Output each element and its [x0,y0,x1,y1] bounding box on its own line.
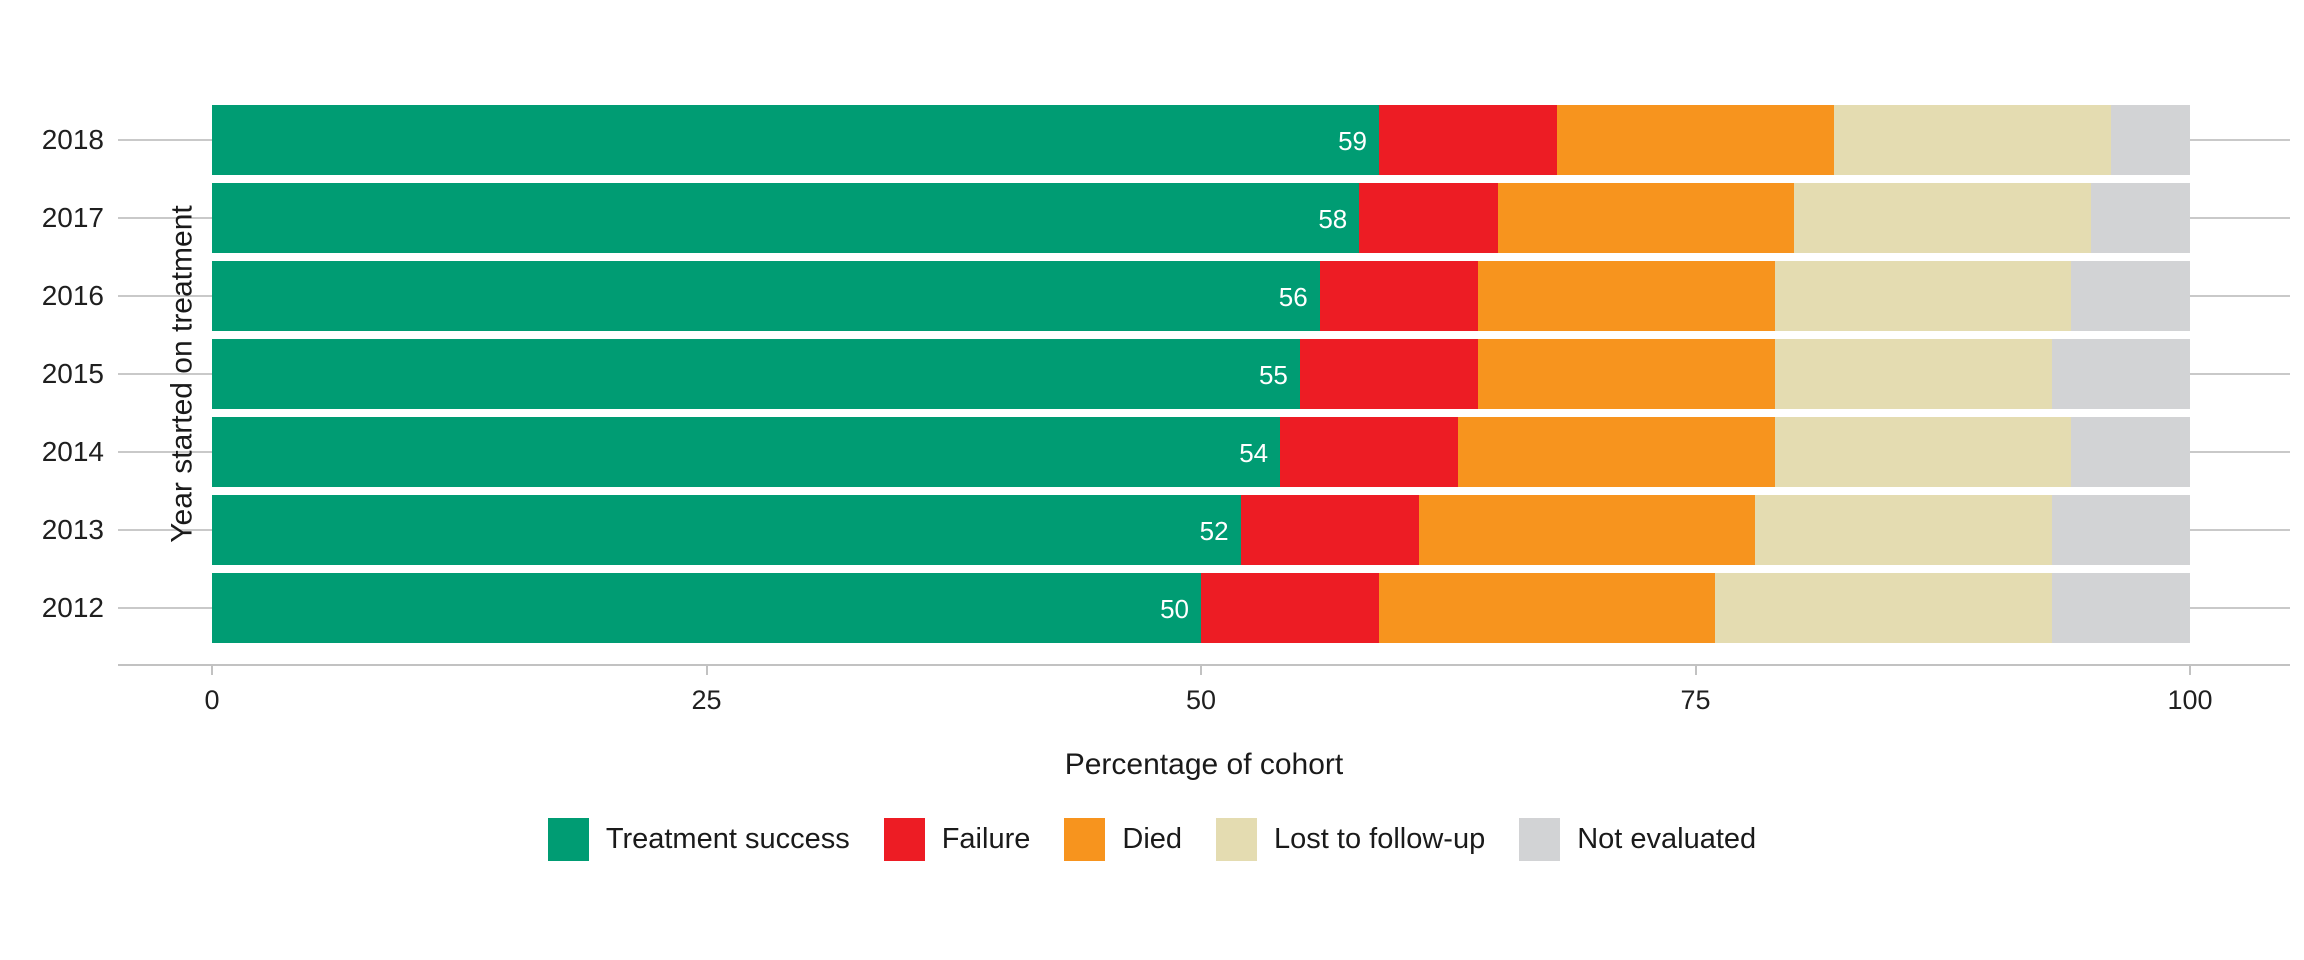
bar-segment-not-evaluated [2071,261,2190,331]
bar-segment-failure [1379,105,1558,175]
x-tick-label: 75 [1680,685,1711,715]
legend-swatch [1519,818,1561,861]
bar-segment-died [1497,183,1795,253]
y-tick-label: 2013 [41,514,104,545]
legend-item-treatment-success: Treatment success [547,818,850,861]
legend-item-died: Died [1064,818,1182,861]
bar-segment-died [1477,339,1775,409]
bar-value-label: 59 [1338,126,1368,156]
y-tick-label: 2014 [41,436,104,467]
bar-segment-treatment-success [212,183,1360,253]
x-tick-mark [1694,666,1697,675]
legend-item-not-evaluated: Not evaluated [1519,818,1756,861]
bar-segment-lost-to-follow-up [1754,495,2052,565]
bar-segment-not-evaluated [2051,495,2190,565]
y-tick-label: 2015 [41,358,104,389]
bar-segment-died [1458,417,1775,487]
bar-segment-lost-to-follow-up [1794,183,2092,253]
y-tick-label: 2017 [41,202,104,233]
legend-swatch [1216,818,1258,861]
legend-item-lost-to-follow-up: Lost to follow-up [1216,818,1485,861]
bar-row-2015 [212,339,2190,409]
x-axis-line [118,664,2290,666]
bar-segment-not-evaluated [2051,339,2190,409]
bar-segment-died [1557,105,1834,175]
legend-label: Failure [941,823,1031,855]
bar-segment-treatment-success [212,417,1281,487]
bar-segment-not-evaluated [2091,183,2190,253]
bar-segment-not-evaluated [2071,417,2190,487]
bar-segment-treatment-success [212,105,1380,175]
x-tick-mark [1200,666,1202,675]
bar-row-2017 [212,183,2190,253]
bar-segment-not-evaluated [2051,573,2190,643]
bar-value-label: 58 [1318,204,1348,234]
bar-segment-lost-to-follow-up [1833,105,2111,175]
bar-value-label: 52 [1199,516,1229,546]
bar-row-2016 [212,261,2190,331]
bar-segment-lost-to-follow-up [1774,339,2052,409]
x-tick-label: 0 [204,685,220,715]
x-tick-label: 100 [2167,685,2213,715]
bar-segment-failure [1280,417,1459,487]
bar-segment-treatment-success [212,495,1241,565]
bar-segment-died [1477,261,1775,331]
bar-segment-treatment-success [212,573,1201,643]
y-axis-title: Year started on treatment [165,205,199,543]
y-tick-label: 2012 [41,592,104,623]
bar-segment-failure [1319,261,1478,331]
legend-label: Died [1122,823,1183,855]
x-tick-mark [2189,666,2191,675]
bar-segment-lost-to-follow-up [1715,573,2052,643]
y-tick-label: 2016 [41,280,104,311]
bar-value-label: 56 [1278,282,1308,312]
bar-segment-treatment-success [212,339,1300,409]
bar-row-2018 [212,105,2190,175]
bar-segment-failure [1299,339,1478,409]
bar-segment-failure [1240,495,1419,565]
bar-segment-failure [1359,183,1498,253]
legend-label: Treatment success [605,823,850,855]
legend: Treatment success Failure Died Lost to foll… [0,818,2304,861]
bar-row-2013 [212,495,2190,565]
legend-label: Not evaluated [1577,823,1757,855]
legend-label: Lost to follow-up [1274,823,1486,855]
bar-row-2012 [212,573,2190,643]
bar-segment-died [1418,495,1755,565]
bar-segment-not-evaluated [2110,105,2190,175]
x-tick-mark [705,666,708,675]
bar-segment-lost-to-follow-up [1774,261,2072,331]
bar-value-label: 50 [1160,594,1189,624]
bar-row-2014 [212,417,2190,487]
x-tick-label: 25 [691,685,722,715]
x-axis-title: Percentage of cohort [1064,748,1344,781]
legend-swatch [1064,818,1106,861]
y-tick-label: 2018 [41,124,104,155]
bar-value-label: 55 [1258,360,1288,390]
bar-segment-lost-to-follow-up [1774,417,2072,487]
x-tick-mark [211,666,213,675]
bar-segment-treatment-success [212,261,1320,331]
legend-item-failure: Failure [883,818,1031,861]
legend-swatch [547,818,589,861]
bar-segment-failure [1201,573,1380,643]
bar-value-label: 54 [1239,438,1269,468]
legend-swatch [883,818,925,861]
x-tick-label: 50 [1185,685,1217,715]
bar-segment-died [1379,573,1716,643]
